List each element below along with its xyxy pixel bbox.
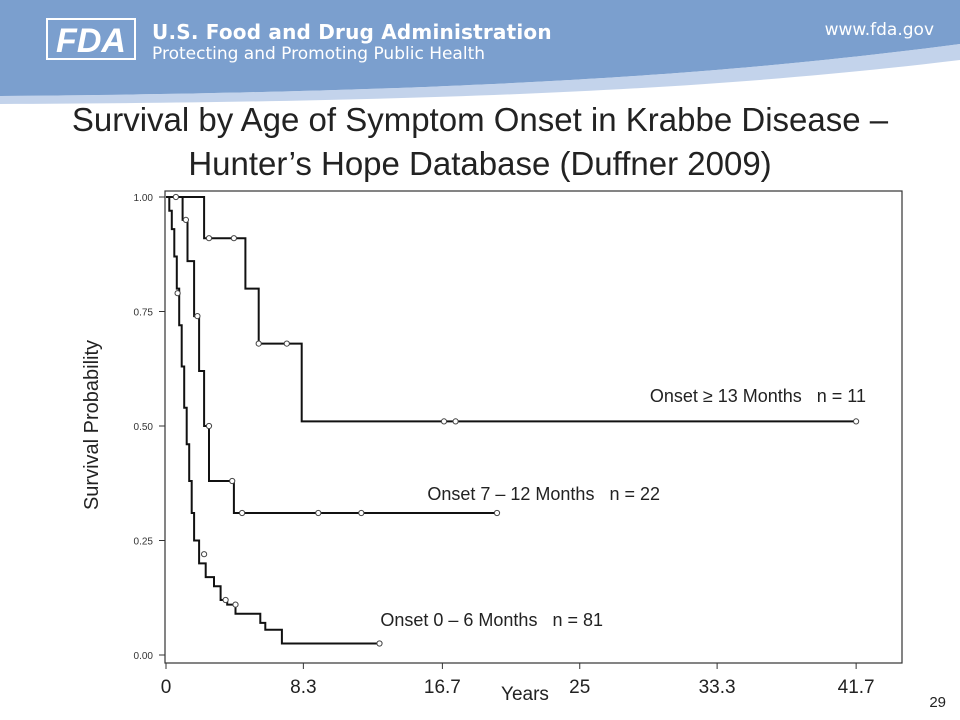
y-axis: 0.00 0.25 0.50 0.75 1.00 (134, 193, 165, 662)
banner-background (0, 0, 960, 104)
censor-mark (194, 313, 201, 320)
slide-title-line2: Hunter’s Hope Database (Duffner 2009) (188, 145, 772, 182)
series-label-2: Onset 0 – 6 Months n = 81 (380, 610, 603, 630)
censor-mark (205, 422, 213, 430)
header-banner: FDA U.S. Food and Drug Administration Pr… (0, 0, 960, 110)
censor-marks (172, 193, 860, 647)
censor-mark (232, 601, 239, 608)
survival-curve-0 (166, 196, 857, 423)
censor-mark (283, 340, 290, 347)
censor-mark (205, 235, 213, 242)
x-tick-label: 25 (569, 677, 590, 698)
agency-tagline: Protecting and Promoting Public Health (152, 44, 486, 64)
page-number: 29 (929, 694, 946, 711)
agency-name: U.S. Food and Drug Administration (152, 20, 552, 44)
x-tick-label: 16.7 (424, 677, 461, 698)
censor-mark (182, 216, 189, 223)
censor-mark (222, 596, 229, 604)
fda-logo[interactable]: FDA (46, 16, 138, 62)
survival-curves (166, 196, 857, 645)
censor-mark (853, 418, 860, 425)
y-tick-label: 0.00 (134, 651, 154, 662)
censor-mark (315, 509, 322, 517)
survival-curve-1 (166, 196, 497, 514)
y-tick-label: 0.25 (134, 537, 154, 548)
y-tick-label: 1.00 (134, 193, 154, 204)
survival-curve-2 (166, 196, 380, 645)
censor-mark (493, 509, 501, 517)
slide-title-line1: Survival by Age of Symptom Onset in Krab… (71, 101, 889, 138)
censor-mark (174, 290, 181, 297)
x-tick-label: 8.3 (290, 677, 316, 698)
censor-mark (201, 551, 208, 558)
y-tick-label: 0.75 (134, 308, 154, 319)
x-tick-label: 0 (161, 677, 172, 698)
censor-mark (376, 640, 383, 647)
y-tick-label: 0.50 (134, 422, 154, 433)
x-tick-label: 33.3 (699, 677, 736, 698)
x-tick-label: 41.7 (838, 677, 875, 698)
censor-mark (230, 235, 237, 242)
censor-mark (440, 418, 448, 425)
series-labels: Onset ≥ 13 Months n = 11 Onset 7 – 12 Mon… (380, 386, 866, 630)
censor-mark (239, 509, 246, 517)
series-label-1: Onset 7 – 12 Months n = 22 (427, 484, 660, 504)
logo-text: FDA (56, 22, 126, 60)
x-axis: 0 8.3 16.7 25 33.3 41.7 (161, 663, 875, 698)
censor-mark (229, 477, 236, 485)
censor-mark (172, 193, 179, 201)
fda-logo-icon: FDA (46, 18, 136, 60)
censor-mark (255, 340, 262, 347)
slide-title: Survival by Age of Symptom Onset in Krab… (0, 98, 960, 186)
plot-frame (164, 190, 903, 664)
website-link[interactable]: www.fda.gov (824, 20, 934, 40)
censor-mark (452, 418, 459, 425)
x-axis-label: Years (501, 684, 549, 705)
censor-mark (358, 509, 365, 517)
y-axis-label: Survival Probability (81, 340, 103, 510)
series-label-0: Onset ≥ 13 Months n = 11 (650, 386, 866, 406)
